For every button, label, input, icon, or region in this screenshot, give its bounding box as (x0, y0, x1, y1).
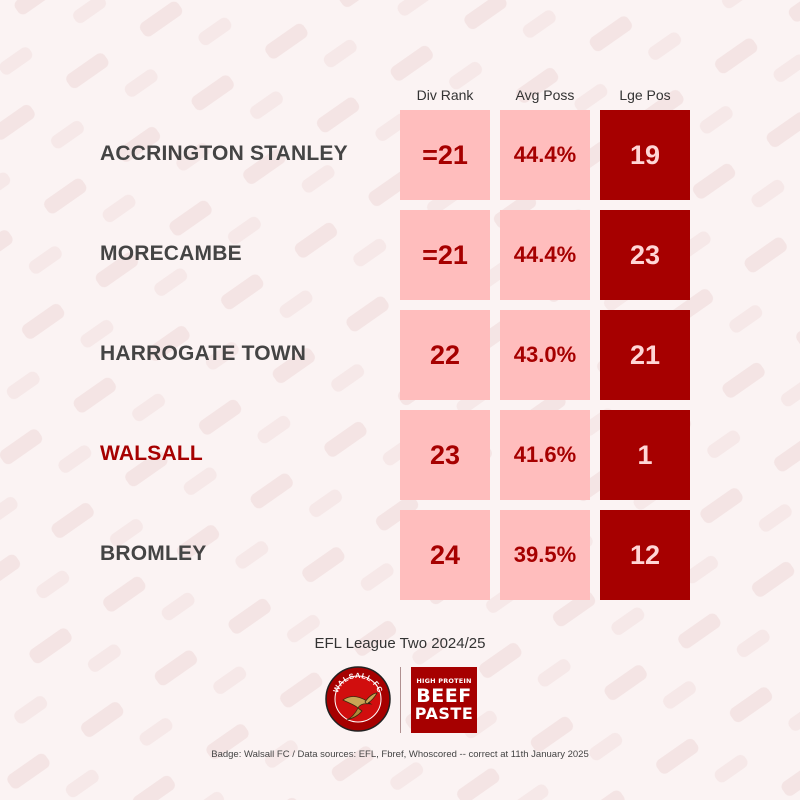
div-rank-cell: =21 (400, 210, 490, 300)
lge-pos-cell: 19 (600, 110, 690, 200)
team-name: ACCRINGTON STANLEY (100, 142, 348, 165)
avg-poss-cell: 41.6% (500, 410, 590, 500)
swift-bird-icon (342, 692, 378, 721)
league-label: EFL League Two 2024/25 (314, 635, 486, 652)
avg-poss-cell: 39.5% (500, 510, 590, 600)
team-name: MORECAMBE (100, 242, 242, 265)
column-header-avg-poss: Avg Poss (515, 87, 575, 103)
logo-divider (400, 667, 401, 733)
div-rank-cell: 23 (400, 410, 490, 500)
team-name: HARROGATE TOWN (100, 342, 307, 365)
lge-pos-cell: 1 (600, 410, 690, 500)
team-name: WALSALL (100, 442, 203, 465)
team-name: BROMLEY (100, 542, 207, 565)
div-rank-cell: 22 (400, 310, 490, 400)
div-rank-cell: =21 (400, 110, 490, 200)
lge-pos-cell: 23 (600, 210, 690, 300)
column-header-div-rank: Div Rank (416, 87, 474, 103)
div-rank-cell: 24 (400, 510, 490, 600)
lge-pos-cell: 12 (600, 510, 690, 600)
avg-poss-cell: 44.4% (500, 210, 590, 300)
avg-poss-cell: 44.4% (500, 110, 590, 200)
sponsor-line-3: PASTE (414, 703, 474, 723)
avg-poss-cell: 43.0% (500, 310, 590, 400)
sponsor-line-1: HIGH PROTEIN (416, 677, 472, 686)
lge-pos-cell: 21 (600, 310, 690, 400)
column-header-lge-pos: Lge Pos (619, 87, 671, 103)
walsall-badge: WALSALL FC (325, 666, 391, 732)
sponsor-logo: HIGH PROTEIN BEEF PASTE (411, 667, 477, 733)
footer-note: Badge: Walsall FC / Data sources: EFL, F… (211, 749, 589, 760)
sponsor-line-2: BEEF (416, 684, 472, 707)
